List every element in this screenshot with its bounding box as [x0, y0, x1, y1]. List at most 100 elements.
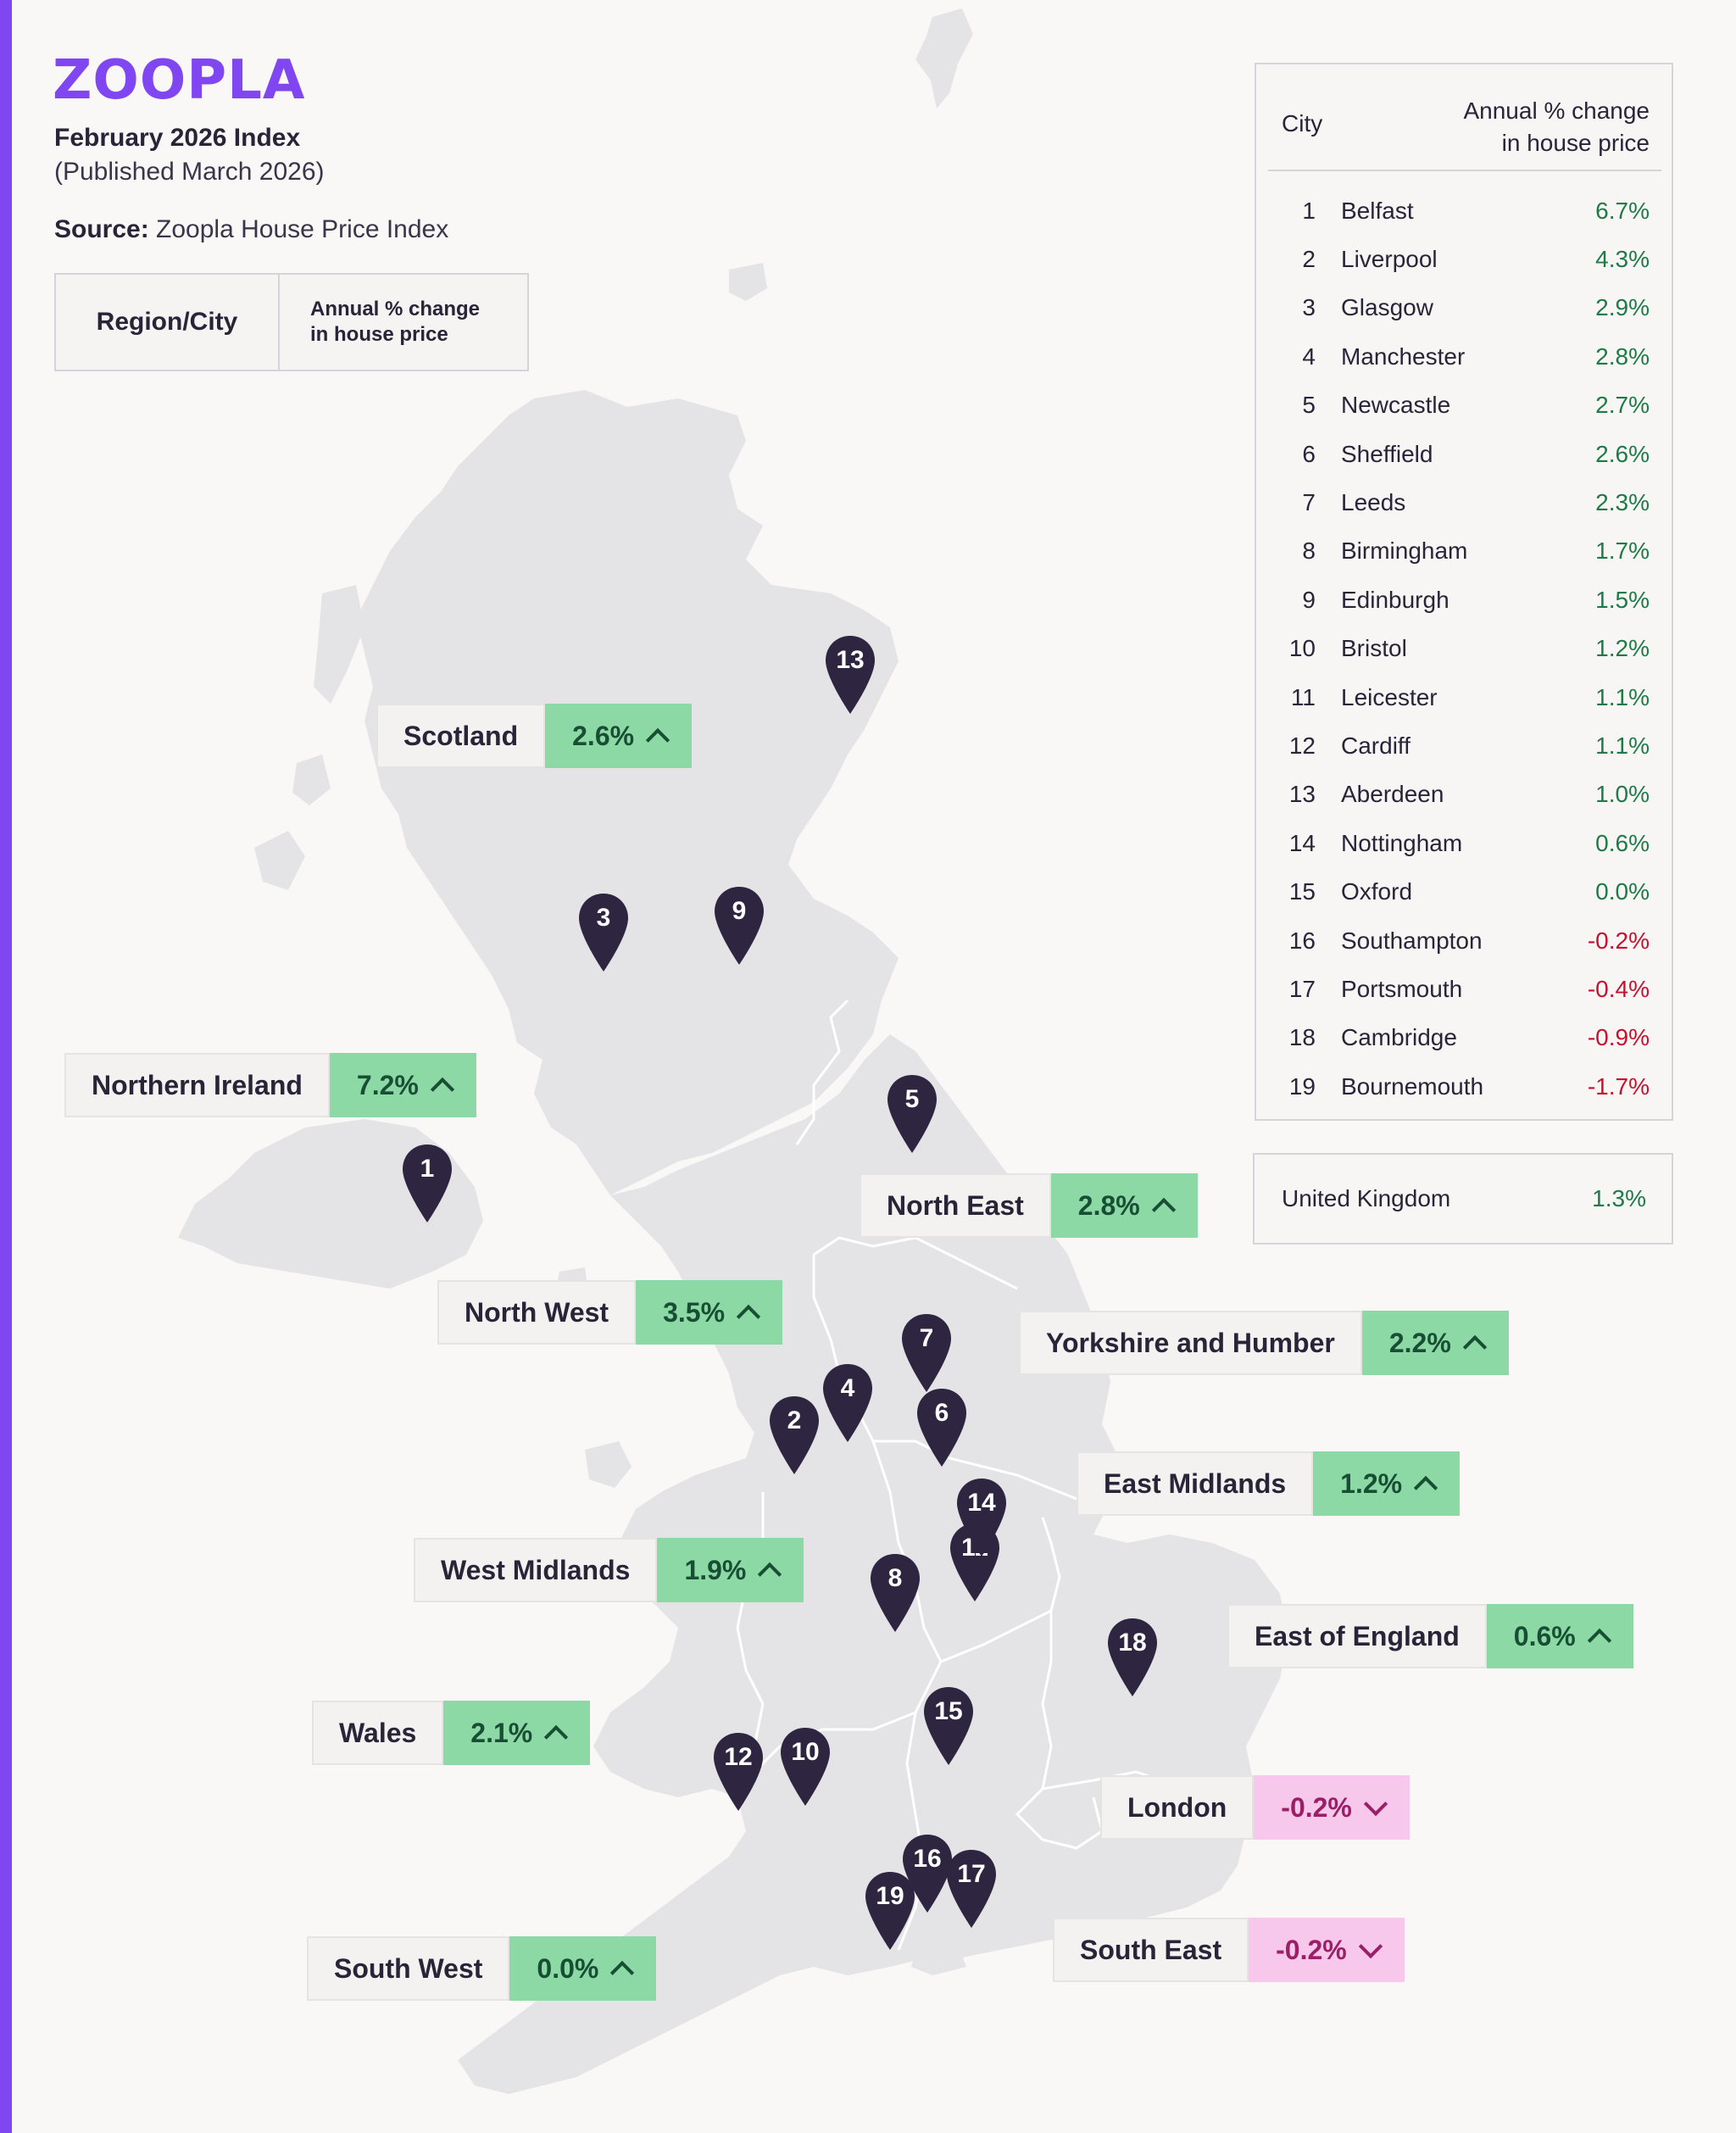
pin-number: 4	[840, 1374, 855, 1402]
legend-value-line1: Annual % change	[310, 298, 481, 320]
map-pin-9[interactable]: 9	[713, 885, 765, 966]
published-date: (Published March 2026)	[54, 158, 325, 186]
table-row: 7 Leeds 2.3%	[1268, 478, 1661, 526]
city-table-rows: 1 Belfast 6.7% 2 Liverpool 4.3% 3 Glasgow 2.9% 4 M…	[1268, 187, 1661, 1111]
region-value: -0.2%	[1254, 1775, 1410, 1840]
city-rank: 14	[1288, 829, 1316, 856]
england-wales-landmass	[458, 1034, 1288, 2094]
map-pin-10[interactable]: 10	[779, 1726, 832, 1807]
region-label-north-west: North West 3.5%	[437, 1280, 783, 1345]
region-value-text: -0.2%	[1276, 1934, 1347, 1965]
city-rank: 13	[1288, 781, 1316, 808]
city-value: -0.9%	[1587, 1024, 1650, 1051]
map-pin-1[interactable]: 1	[401, 1143, 453, 1224]
source-text: Zoopla House Price Index	[156, 215, 449, 243]
region-value-text: 0.6%	[1513, 1620, 1576, 1651]
city-value: 4.3%	[1595, 246, 1650, 273]
legend-value-label: Annual % change in house price	[280, 275, 527, 370]
city-name: Bristol	[1341, 635, 1407, 662]
region-label-east-midlands: East Midlands 1.2%	[1077, 1451, 1461, 1516]
map-pin-2[interactable]: 2	[768, 1395, 821, 1476]
city-value: 0.0%	[1595, 878, 1650, 905]
region-name: South East	[1053, 1918, 1249, 1982]
city-value: 1.1%	[1595, 732, 1650, 759]
source-line: Source: Zoopla House Price Index	[54, 215, 448, 244]
uk-summary-value: 1.3%	[1592, 1185, 1646, 1211]
region-value-text: 1.9%	[684, 1554, 747, 1585]
map-pin-5[interactable]: 5	[886, 1073, 938, 1155]
map-pin-17[interactable]: 17	[945, 1848, 998, 1930]
map-pin-18[interactable]: 18	[1106, 1617, 1159, 1698]
isle-of-wight	[911, 1946, 966, 1975]
city-value: 6.7%	[1595, 197, 1650, 224]
city-rank: 1	[1302, 197, 1316, 224]
pin-number: 17	[957, 1860, 986, 1888]
map-pin-16[interactable]: 16	[901, 1833, 954, 1914]
region-name: North West	[437, 1280, 637, 1345]
region-value: 2.6%	[545, 704, 693, 768]
city-name: Belfast	[1341, 197, 1414, 224]
value-column-header: Annual % change in house price	[1395, 95, 1650, 159]
region-value: -0.2%	[1249, 1918, 1405, 1982]
map-pin-13[interactable]: 13	[824, 634, 876, 716]
pin-number: 5	[904, 1085, 920, 1113]
pin-number: 7	[919, 1324, 934, 1352]
city-rank: 9	[1302, 586, 1316, 613]
arrow-up-icon	[544, 1724, 569, 1750]
uk-summary: United Kingdom 1.3%	[1253, 1153, 1673, 1245]
index-title: February 2026 Index	[54, 124, 301, 152]
pin-number: 13	[836, 646, 865, 674]
zoopla-logo: ZOOPLA	[53, 49, 306, 112]
table-row: 4 Manchester 2.8%	[1268, 332, 1661, 381]
table-row: 14 Nottingham 0.6%	[1268, 819, 1661, 867]
map-pin-6[interactable]: 6	[915, 1387, 968, 1468]
map-pin-12[interactable]: 12	[712, 1731, 765, 1813]
city-name: Bournemouth	[1341, 1072, 1484, 1100]
city-name: Edinburgh	[1341, 586, 1449, 613]
map-pin-8[interactable]: 8	[869, 1552, 921, 1634]
region-value: 1.9%	[657, 1538, 804, 1602]
region-value: 0.6%	[1486, 1604, 1633, 1668]
map-pin-19[interactable]: 19	[864, 1870, 916, 1952]
city-name: Oxford	[1341, 878, 1413, 905]
region-name: Wales	[312, 1701, 444, 1765]
shetland-island	[915, 8, 973, 109]
region-name: Yorkshire and Humber	[1019, 1311, 1362, 1375]
city-value: 1.5%	[1595, 586, 1650, 613]
pin-number: 6	[934, 1399, 949, 1427]
arrow-down-icon	[1358, 1934, 1383, 1959]
orkney-island	[729, 263, 767, 301]
pin-number: 10	[791, 1738, 820, 1766]
arrow-up-icon	[758, 1562, 782, 1587]
city-rank: 15	[1288, 878, 1316, 905]
pin-number: 1	[420, 1155, 435, 1183]
region-value-text: 2.2%	[1388, 1327, 1451, 1358]
city-rank: 16	[1288, 927, 1316, 954]
region-value-text: 0.0%	[537, 1952, 599, 1984]
map-pin-14[interactable]: 14	[955, 1477, 1008, 1558]
city-name: Leeds	[1341, 489, 1406, 516]
region-value-text: 3.5%	[663, 1296, 726, 1328]
map-pin-4[interactable]: 4	[821, 1362, 874, 1444]
region-name: East Midlands	[1077, 1451, 1314, 1516]
city-table: City Annual % change in house price 1 Bel…	[1255, 63, 1673, 1121]
region-value-text: -0.2%	[1281, 1791, 1352, 1823]
city-name: Southampton	[1341, 927, 1483, 954]
table-row: 3 Glasgow 2.9%	[1268, 284, 1661, 332]
city-name: Manchester	[1341, 343, 1466, 370]
arrow-up-icon	[1413, 1475, 1438, 1501]
city-rank: 19	[1288, 1072, 1316, 1100]
city-value: 1.7%	[1595, 537, 1650, 565]
table-row: 13 Aberdeen 1.0%	[1268, 771, 1661, 819]
city-rank: 6	[1302, 440, 1316, 467]
map-pin-7[interactable]: 7	[900, 1312, 953, 1394]
uk-summary-name: United Kingdom	[1282, 1185, 1451, 1211]
city-name: Aberdeen	[1341, 781, 1444, 808]
map-pin-3[interactable]: 3	[577, 892, 630, 973]
table-row: 11 Leicester 1.1%	[1268, 673, 1661, 721]
city-value: 1.2%	[1595, 635, 1650, 662]
table-row: 10 Bristol 1.2%	[1268, 625, 1661, 673]
region-name: North East	[860, 1173, 1051, 1238]
region-label-north-east: North East 2.8%	[860, 1173, 1198, 1238]
map-pin-15[interactable]: 15	[922, 1685, 975, 1767]
